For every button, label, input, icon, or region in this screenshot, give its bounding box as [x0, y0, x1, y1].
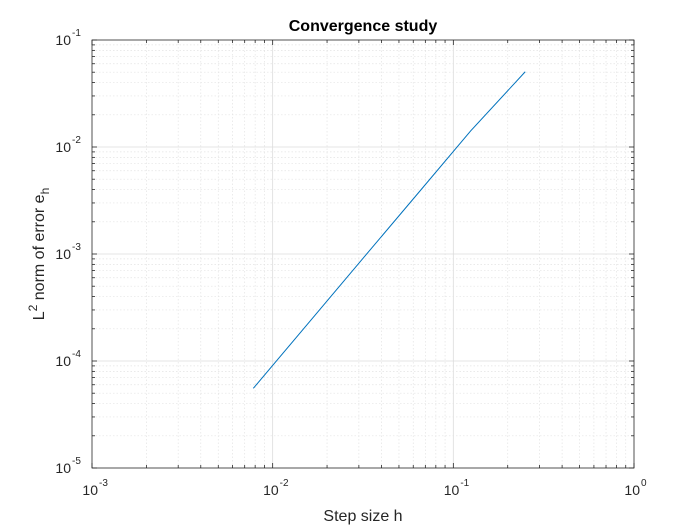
- grid: [92, 40, 634, 468]
- x-tick-label: 10 0: [624, 478, 647, 498]
- x-tick-base: 10: [82, 482, 98, 498]
- x-tick-labels: 10 -3 10 -2 10 -1 10 0: [82, 478, 647, 498]
- x-tick-exponent: -2: [280, 478, 289, 489]
- x-tick-exponent: -3: [99, 478, 108, 489]
- y-tick-exponent: -1: [72, 28, 81, 39]
- x-tick-label: 10 -2: [263, 478, 289, 498]
- y-tick-exponent: -5: [72, 456, 81, 467]
- series-layer: [252, 71, 526, 389]
- y-tick-exponent: -3: [72, 242, 81, 253]
- y-tick-label: 10 -4: [55, 349, 81, 369]
- series-line: [252, 71, 526, 389]
- y-axis-label-superscript: 2: [26, 304, 40, 311]
- y-tick-label: 10 -5: [55, 456, 81, 476]
- chart-title: Convergence study: [289, 18, 438, 35]
- y-tick-labels: 10-510-410-310-210-1: [55, 28, 81, 476]
- y-axis-label: L2 norm of error eh: [26, 188, 52, 321]
- y-tick-base: 10: [55, 353, 71, 369]
- y-tick-label: 10 -1: [55, 28, 81, 48]
- y-axis-label-middle: norm of error e: [31, 194, 48, 304]
- y-tick-label: 10 -3: [55, 242, 81, 262]
- x-tick-label: 10 -3: [82, 478, 108, 498]
- x-tick-label: 10 -1: [444, 478, 470, 498]
- x-tick-base: 10: [444, 482, 460, 498]
- y-tick-exponent: -4: [72, 349, 81, 360]
- x-tick-base: 10: [624, 482, 640, 498]
- tick-marks: [91, 39, 635, 469]
- y-tick-base: 10: [55, 32, 71, 48]
- y-tick-base: 10: [55, 460, 71, 476]
- y-tick-exponent: -2: [72, 135, 81, 146]
- x-tick-exponent: 0: [641, 478, 647, 489]
- x-tick-base: 10: [263, 482, 279, 498]
- y-tick-base: 10: [55, 139, 71, 155]
- y-tick-label: 10 -2: [55, 135, 81, 155]
- y-tick-base: 10: [55, 246, 71, 262]
- x-axis-label: Step size h: [323, 508, 402, 525]
- x-tick-exponent: -1: [460, 478, 469, 489]
- y-axis-label-base: L: [31, 311, 48, 320]
- y-axis-label-subscript: h: [38, 188, 52, 195]
